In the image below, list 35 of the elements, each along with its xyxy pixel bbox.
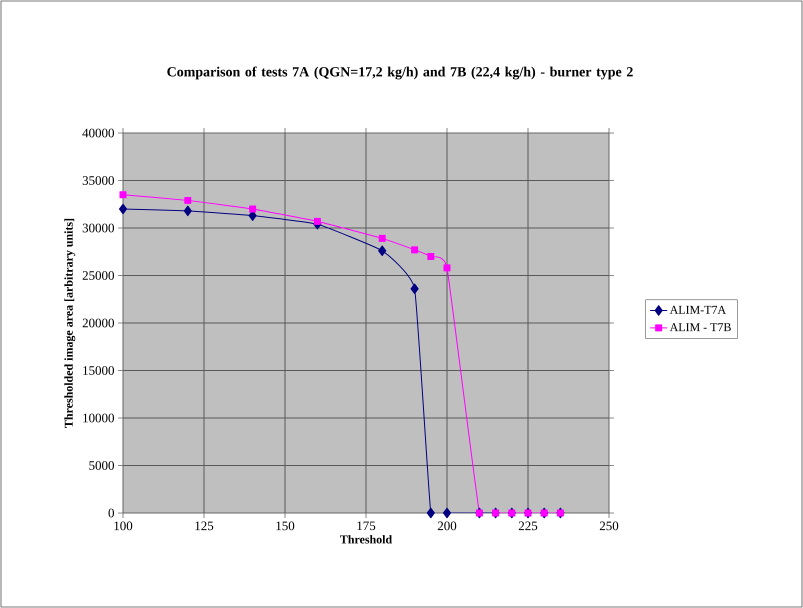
y-tick-label: 15000	[83, 366, 114, 375]
x-tick-label: 225	[518, 522, 538, 530]
point	[184, 196, 192, 204]
point	[120, 191, 127, 198]
legend-label: ALIM - T7B	[670, 323, 731, 332]
y-tick-label: 20000	[82, 318, 114, 328]
point	[444, 264, 451, 272]
x-axis-title: Threshold	[340, 535, 392, 544]
x-tick-label: 150	[276, 522, 294, 530]
point	[118, 204, 128, 214]
x-tick-label: 200	[438, 522, 456, 530]
point	[426, 508, 435, 518]
point	[378, 234, 386, 242]
x-tick-label: 250	[600, 522, 618, 530]
point	[314, 218, 321, 225]
y-tick-label: 10000	[83, 414, 114, 422]
point	[411, 246, 418, 254]
point	[184, 206, 192, 216]
x-tick-label: 175	[357, 522, 376, 530]
y-tick-label: 40000	[82, 128, 114, 138]
point	[427, 252, 434, 260]
y-tick-label: 5000	[89, 461, 114, 470]
y-tick-label: 0	[108, 508, 114, 518]
y-tick-label: 25000	[82, 271, 114, 280]
point	[442, 508, 452, 518]
x-tick-label: 125	[195, 522, 214, 530]
point	[378, 245, 386, 256]
y-tick-label: 35000	[82, 176, 114, 185]
y-axis-title: Thresholded image area [arbitrary units]	[64, 218, 76, 428]
x-tick-label: 100	[114, 522, 132, 530]
point	[410, 283, 419, 294]
legend-label: ALIM-T7A	[670, 306, 726, 314]
point	[249, 205, 256, 212]
chart-title: Comparison of tests 7A (QGN=17,2 kg/h) and 7B (22,4 kg/h) - burner type 2	[167, 66, 633, 80]
y-tick-label: 30000	[82, 224, 114, 232]
